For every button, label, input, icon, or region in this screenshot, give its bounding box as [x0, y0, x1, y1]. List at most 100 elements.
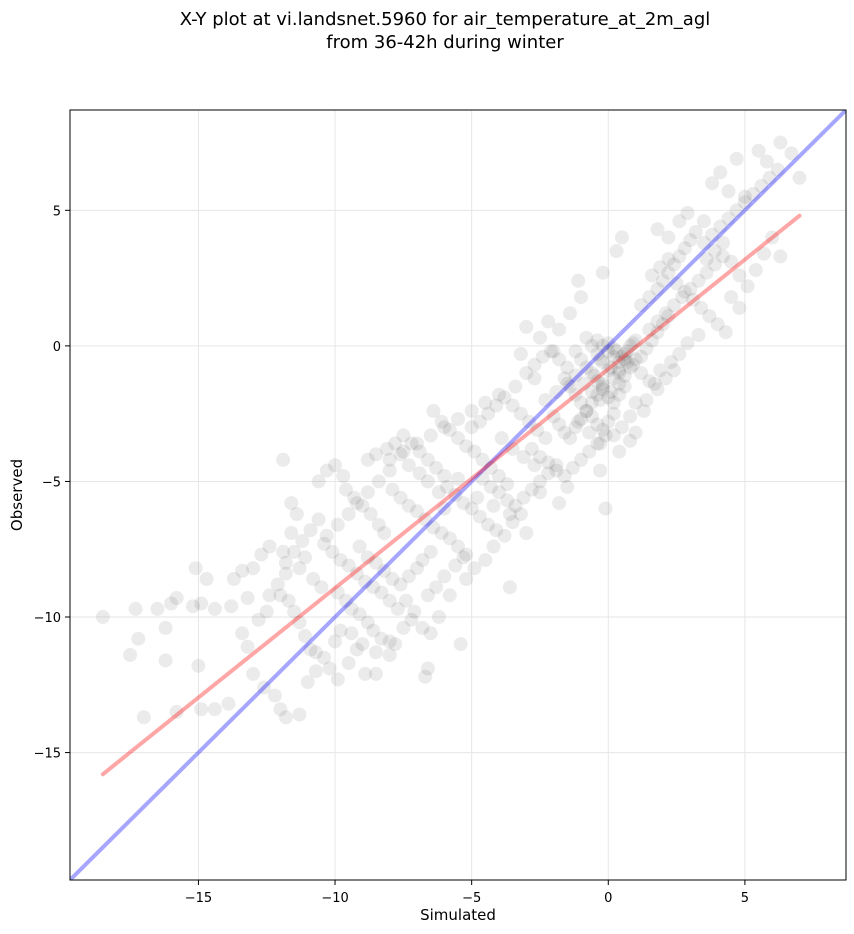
data-point-192	[549, 463, 564, 478]
data-point-303	[677, 284, 692, 299]
data-point-250	[609, 344, 624, 359]
data-point-156	[497, 528, 512, 543]
data-point-136	[442, 531, 457, 546]
data-point-176	[533, 474, 547, 489]
chart-title-line-1: X-Y plot at vi.landsnet.5960 for air_tem…	[180, 9, 711, 30]
data-point-280	[650, 314, 665, 329]
data-point-220	[574, 352, 588, 367]
data-point-48	[330, 672, 345, 687]
data-point-297	[683, 233, 698, 248]
data-point-43	[298, 629, 312, 643]
data-point-33	[267, 688, 282, 703]
data-point-285	[691, 273, 706, 288]
data-point-140	[434, 414, 449, 429]
data-point-166	[522, 414, 536, 429]
data-point-104	[366, 623, 381, 638]
data-point-88	[377, 526, 392, 540]
data-point-160	[472, 414, 487, 429]
data-point-200	[552, 417, 567, 432]
y-tick-label-2: −5	[42, 475, 61, 490]
data-point-336	[773, 135, 788, 150]
data-point-425	[664, 355, 679, 370]
data-point-206	[584, 395, 599, 410]
data-point-108	[328, 634, 342, 649]
data-point-39	[273, 588, 288, 603]
data-point-17	[224, 599, 239, 614]
data-point-169	[475, 471, 490, 486]
data-point-138	[459, 547, 474, 562]
data-point-245	[623, 338, 638, 353]
data-point-191	[541, 455, 556, 470]
data-point-9	[123, 648, 138, 662]
data-point-263	[625, 336, 640, 351]
data-point-219	[568, 344, 583, 359]
data-point-392	[311, 512, 326, 527]
data-point-300	[653, 260, 668, 275]
data-point-256	[650, 325, 665, 340]
data-point-407	[448, 558, 463, 573]
data-point-343	[672, 214, 687, 229]
data-point-26	[158, 620, 173, 635]
data-point-78	[314, 580, 329, 595]
data-point-99	[330, 585, 345, 600]
fit-lines	[70, 110, 846, 880]
data-point-36	[292, 707, 307, 722]
data-point-423	[647, 376, 662, 391]
data-point-31	[246, 666, 261, 681]
data-point-227	[612, 387, 627, 402]
data-point-257	[655, 317, 670, 332]
data-point-183	[552, 352, 567, 367]
data-point-173	[508, 498, 523, 513]
y-axis-label: Observed	[8, 459, 26, 531]
data-point-298	[688, 225, 703, 239]
data-point-373	[533, 485, 547, 500]
data-point-318	[770, 162, 785, 177]
data-point-35	[278, 710, 293, 725]
data-point-382	[412, 466, 427, 481]
data-point-243	[612, 355, 627, 370]
data-point-15	[194, 596, 209, 611]
data-point-71	[289, 507, 304, 521]
data-point-118	[423, 544, 438, 559]
data-point-289	[634, 298, 649, 313]
data-point-45	[308, 645, 323, 660]
data-point-380	[431, 485, 446, 500]
data-point-262	[620, 344, 635, 359]
data-point-396	[278, 555, 293, 570]
data-point-344	[661, 230, 676, 245]
data-point-346	[614, 230, 629, 245]
data-point-341	[696, 214, 711, 229]
data-point-57	[415, 620, 430, 635]
data-point-390	[330, 517, 345, 532]
data-point-196	[582, 444, 597, 459]
data-point-46	[317, 650, 332, 665]
data-point-347	[609, 244, 624, 258]
data-point-225	[601, 390, 616, 405]
data-point-232	[595, 355, 610, 370]
data-point-180	[527, 357, 542, 372]
data-point-93	[349, 566, 364, 581]
data-point-58	[423, 626, 438, 641]
data-point-394	[295, 534, 310, 549]
data-point-27	[235, 626, 250, 641]
data-point-18	[240, 591, 255, 605]
data-point-25	[199, 572, 214, 586]
data-point-251	[617, 352, 632, 367]
data-point-260	[604, 360, 618, 375]
data-point-340	[732, 300, 747, 315]
data-point-195	[574, 452, 588, 467]
data-point-16	[207, 601, 222, 616]
data-point-142	[451, 431, 465, 446]
data-point-65	[467, 561, 482, 576]
data-point-304	[686, 292, 700, 307]
data-point-83	[339, 482, 353, 497]
data-point-52	[369, 666, 383, 681]
data-point-187	[584, 385, 599, 399]
data-point-240	[595, 338, 610, 353]
data-point-359	[508, 379, 523, 394]
data-point-316	[754, 178, 769, 193]
data-point-98	[390, 601, 405, 616]
y-axis-ticks: −15 −10 −5 0 5	[34, 204, 70, 762]
data-point-190	[533, 450, 547, 464]
data-point-117	[415, 553, 430, 568]
